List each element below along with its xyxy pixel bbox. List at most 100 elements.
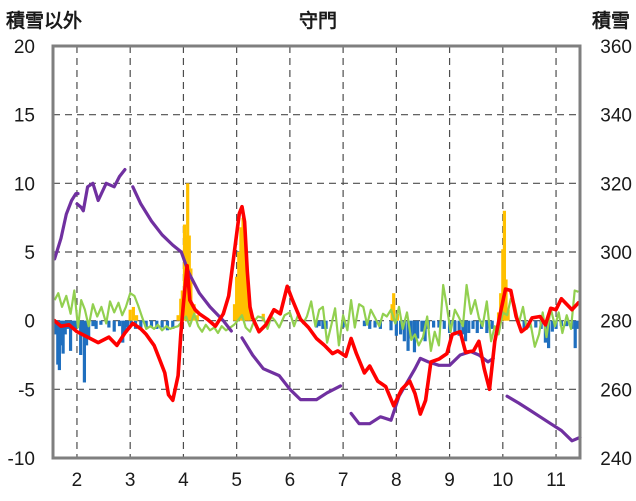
snow-change-bar xyxy=(490,320,494,329)
snow-change-bar xyxy=(68,320,73,351)
right-y-tick-label: 260 xyxy=(600,380,632,401)
x-tick-label: 6 xyxy=(285,470,296,491)
snow-change-bar xyxy=(123,320,127,332)
precipitation-bar xyxy=(392,293,396,321)
snow-change-bar xyxy=(144,320,148,328)
left-y-tick-label: 5 xyxy=(24,243,35,264)
precipitation-bar xyxy=(239,227,243,321)
snow-change-bar xyxy=(416,320,420,339)
sunshine-line-path xyxy=(53,283,579,352)
snow-change-bar xyxy=(121,320,125,343)
precipitation-bar xyxy=(134,315,139,321)
snow-change-bar xyxy=(321,320,325,329)
snow-change-bar xyxy=(149,320,154,328)
left-y-tick-label: -5 xyxy=(18,380,35,401)
snow-change-bar xyxy=(471,320,475,329)
precipitation-bar xyxy=(131,306,135,321)
chart-title: 守門 xyxy=(299,9,337,32)
snow-change-bar xyxy=(475,320,479,334)
left-y-tick-label: 0 xyxy=(24,312,35,333)
snow-change-bar xyxy=(117,320,122,327)
right-axis-label: 積雪 xyxy=(592,9,630,32)
left-axis-label: 積雪以外 xyxy=(6,9,82,32)
snow-change-bar xyxy=(71,320,75,328)
precipitation-bar xyxy=(195,315,199,321)
x-tick-label: 7 xyxy=(338,470,349,491)
precipitation-bar xyxy=(232,304,237,321)
right-y-tick-label: 340 xyxy=(600,106,632,127)
snow-change-bar xyxy=(546,320,551,349)
snow-change-bar xyxy=(63,320,67,335)
snow-change-bar xyxy=(402,320,406,342)
snow-depth-segment xyxy=(53,192,80,261)
precipitation-bar xyxy=(247,306,252,321)
precipitation-bar xyxy=(235,276,239,321)
right-y-tick-label: 300 xyxy=(600,243,632,264)
snow-depth-segment xyxy=(131,185,233,333)
precipitation-bar xyxy=(176,315,180,321)
snow-change-bar xyxy=(409,320,413,339)
left-y-tick-label: 15 xyxy=(14,106,35,127)
left-axis-ticks: 20 15 10 5 0 -5 -10 xyxy=(8,37,35,470)
snow-change-bar xyxy=(59,320,63,346)
x-tick-label: 4 xyxy=(178,470,189,491)
snow-change-bar xyxy=(565,320,569,327)
snow-change-bar xyxy=(550,320,554,332)
snow-change-bar xyxy=(341,320,345,328)
snow-change-bar xyxy=(94,320,98,329)
snow-change-bar xyxy=(437,320,441,328)
snow-change-bar xyxy=(406,320,410,351)
snow-change-bar xyxy=(139,320,143,329)
right-y-tick-label: 360 xyxy=(600,37,632,58)
snow-change-bar xyxy=(373,320,377,328)
snow-change-bar xyxy=(61,320,65,354)
right-y-tick-label: 280 xyxy=(600,312,632,333)
snow-change-bar xyxy=(399,320,403,335)
snow-depth-segment xyxy=(75,168,127,213)
snow-depth-segment xyxy=(240,336,343,402)
snow-change-bar xyxy=(84,320,89,346)
snow-change-bar xyxy=(107,320,111,328)
right-y-tick-label: 240 xyxy=(600,449,632,470)
snow-change-bar xyxy=(453,320,457,335)
snow-change-bar xyxy=(54,320,58,335)
snow-change-bar xyxy=(485,320,489,334)
snow-change-bar xyxy=(79,320,83,355)
x-tick-label: 5 xyxy=(231,470,242,491)
snow-depth-line xyxy=(53,168,582,443)
snow-change-bar xyxy=(87,320,91,338)
temperature-line-path xyxy=(52,204,581,416)
x-tick-label: 2 xyxy=(72,470,83,491)
precipitation-bar xyxy=(245,279,249,321)
snow-change-bar xyxy=(575,320,579,329)
precipitation-bar xyxy=(243,238,247,321)
snow-change-bar xyxy=(368,320,372,329)
snow-change-bar xyxy=(442,320,446,329)
snow-change-bar xyxy=(125,320,130,328)
snow-change-bar xyxy=(394,320,398,336)
plot-frame xyxy=(51,44,582,460)
left-y-tick-label: -10 xyxy=(8,449,35,470)
snow-change-bar xyxy=(534,320,538,328)
left-y-tick-label: 10 xyxy=(14,174,35,195)
precipitation-bar xyxy=(192,304,196,321)
x-axis-ticks: 2 3 4 5 6 7 8 9 10 11 xyxy=(72,470,566,491)
snow-change-bar xyxy=(522,320,526,329)
snow-change-bar xyxy=(420,320,424,332)
precipitation-bar xyxy=(237,252,241,321)
snow-change-bar xyxy=(457,320,461,336)
snow-change-bar xyxy=(389,320,393,331)
temperature-line xyxy=(52,204,581,416)
right-y-tick-label: 320 xyxy=(600,174,632,195)
snow-depth-segment xyxy=(505,394,582,443)
snow-change-bar xyxy=(99,320,103,325)
snow-change-bar xyxy=(160,320,164,328)
snow-change-bar xyxy=(467,320,471,334)
plot-border xyxy=(51,44,582,460)
snow-change-bar xyxy=(80,320,84,335)
grid xyxy=(53,46,580,458)
x-tick-label: 11 xyxy=(546,470,566,491)
snow-depth-segment xyxy=(349,350,495,426)
snow-change-bar xyxy=(73,320,77,329)
